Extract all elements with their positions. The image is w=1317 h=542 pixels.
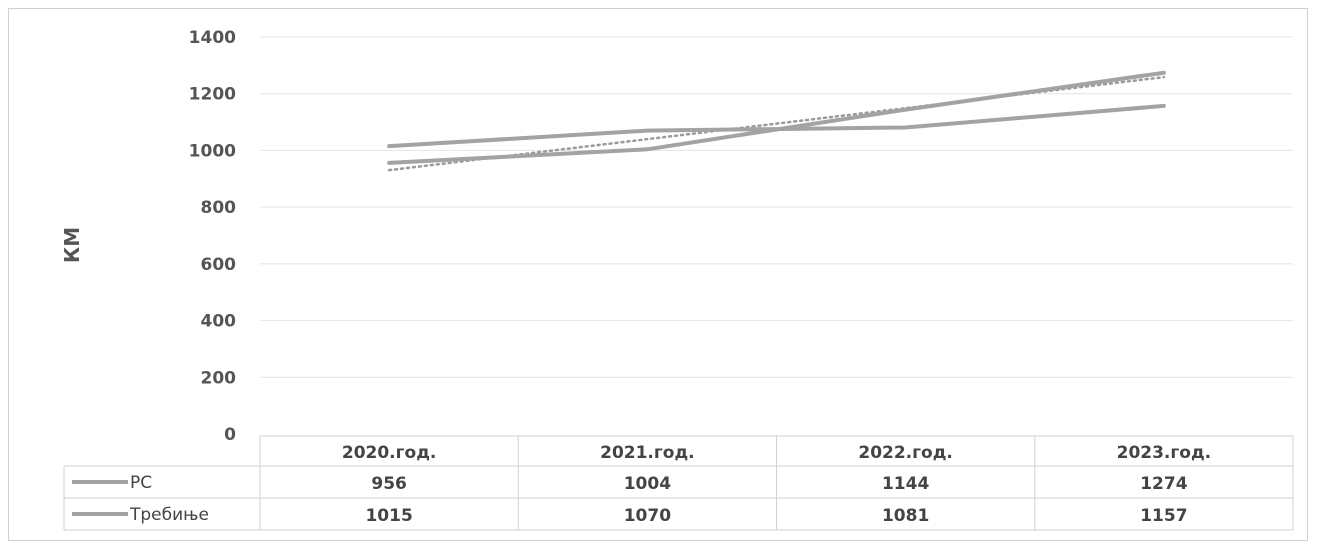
y-axis-label: КМ [60, 227, 84, 263]
data-label: 1081 [882, 506, 929, 526]
y-tick-label: 1000 [189, 141, 236, 161]
series-lines [387, 70, 1166, 165]
y-tick-label: 1200 [189, 85, 236, 105]
data-label: 1157 [1140, 506, 1187, 526]
data-label: 1004 [624, 474, 671, 494]
series-line-2 [387, 103, 1166, 149]
data-label: 1070 [624, 506, 671, 526]
data-table: 2020.год. 2021.год. 2022.год. 2023.год. РС 95… [63, 435, 1294, 531]
y-tick-label: 400 [201, 312, 237, 332]
x-tick-label: 2022.год. [858, 443, 953, 463]
y-tick-label: 1400 [189, 28, 236, 48]
y-tick-label: 200 [201, 368, 237, 388]
series-line-1 [387, 70, 1166, 165]
data-label: 1015 [365, 506, 412, 526]
data-label: 1144 [882, 474, 929, 494]
y-tick-label: 800 [201, 198, 237, 218]
y-tick-label: 0 [224, 425, 236, 445]
y-tick-labels: 0 200 400 600 800 1000 1200 1400 [189, 28, 236, 445]
data-label: 956 [371, 474, 407, 494]
legend-label: Требиње [129, 505, 209, 525]
chart-frame [8, 8, 1308, 541]
data-label: 1274 [1140, 474, 1187, 494]
x-tick-label: 2023.год. [1117, 443, 1212, 463]
x-tick-label: 2020.год. [342, 443, 437, 463]
x-tick-label: 2021.год. [600, 443, 695, 463]
gridlines [260, 36, 1293, 378]
legend-label: РС [130, 473, 152, 493]
y-tick-label: 600 [201, 255, 237, 275]
